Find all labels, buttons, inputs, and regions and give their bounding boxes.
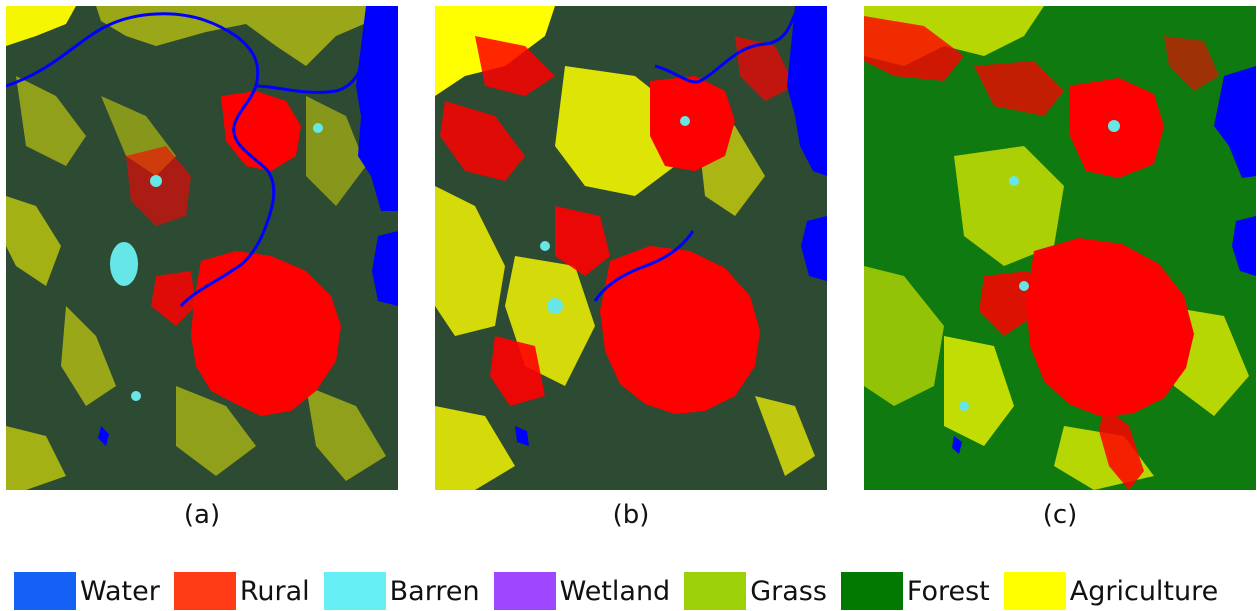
map-panel-b bbox=[435, 6, 827, 490]
land-cover-map-b bbox=[435, 6, 827, 490]
legend-item-rural: Rural bbox=[173, 572, 310, 610]
legend-label-barren: Barren bbox=[389, 575, 480, 607]
legend-swatch-barren bbox=[323, 572, 386, 610]
legend-item-water: Water bbox=[14, 572, 160, 610]
legend-item-grass: Grass bbox=[684, 572, 827, 610]
barren-layer bbox=[110, 123, 323, 401]
urban-layer bbox=[440, 36, 795, 414]
legend-swatch-water bbox=[14, 572, 76, 610]
legend-swatch-forest bbox=[840, 572, 903, 610]
water-bodies bbox=[952, 66, 1256, 454]
legend-label-rural: Rural bbox=[239, 575, 310, 607]
legend: Water Rural Barren Wetland Grass Forest … bbox=[14, 572, 1232, 610]
legend-item-wetland: Wetland bbox=[493, 572, 671, 610]
caption-a: (a) bbox=[183, 500, 221, 530]
agriculture-layer bbox=[6, 6, 386, 490]
legend-swatch-wetland bbox=[493, 572, 556, 610]
legend-item-barren: Barren bbox=[323, 572, 480, 610]
land-cover-map-a bbox=[6, 6, 398, 490]
legend-item-forest: Forest bbox=[840, 572, 990, 610]
urban-layer bbox=[864, 16, 1219, 490]
legend-label-agriculture: Agriculture bbox=[1069, 575, 1219, 607]
water-layer bbox=[593, 13, 797, 302]
caption-b: (b) bbox=[612, 500, 650, 530]
land-cover-map-c bbox=[864, 6, 1256, 490]
legend-swatch-agriculture bbox=[1003, 572, 1066, 610]
water-bodies bbox=[98, 6, 398, 446]
legend-label-water: Water bbox=[80, 575, 160, 607]
legend-label-forest: Forest bbox=[906, 575, 990, 607]
legend-label-wetland: Wetland bbox=[559, 575, 671, 607]
caption-c: (c) bbox=[1042, 500, 1078, 530]
urban-layer bbox=[126, 91, 341, 416]
barren-layer bbox=[959, 120, 1120, 411]
map-panel-a bbox=[6, 6, 398, 490]
legend-swatch-rural bbox=[173, 572, 236, 610]
legend-item-agriculture: Agriculture bbox=[1003, 572, 1219, 610]
map-panel-c bbox=[864, 6, 1256, 490]
legend-swatch-grass bbox=[684, 572, 747, 610]
legend-label-grass: Grass bbox=[750, 575, 827, 607]
water-bodies bbox=[515, 6, 827, 446]
barren-layer bbox=[540, 116, 690, 314]
